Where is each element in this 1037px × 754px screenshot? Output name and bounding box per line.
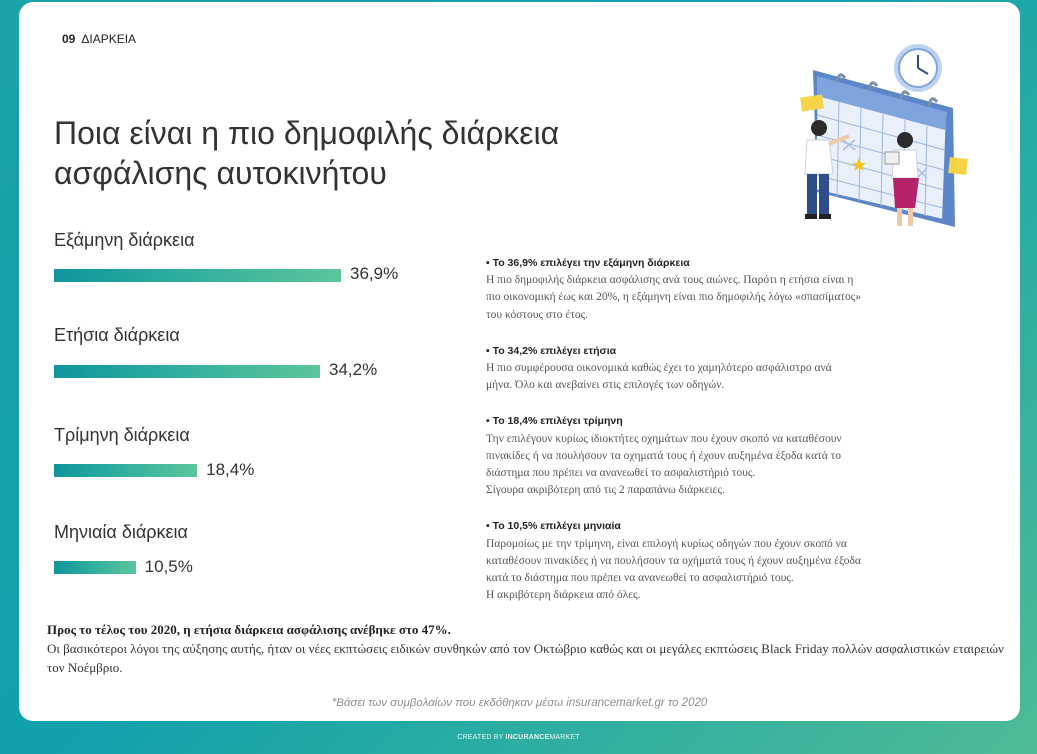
note-heading: • Το 10,5% επιλέγει μηνιαία [486, 520, 621, 533]
bar-value-annual: 34,2% [329, 360, 378, 379]
note-line: διάστημα που πρέπει να ανανεωθεί το ασφα… [486, 467, 756, 480]
calendar-header-icon [817, 76, 947, 130]
section-number: 09 [62, 32, 76, 46]
bar-label-monthly: Μηνιαία διάρκεια [54, 522, 188, 542]
title-line-1: Ποια είναι η πιο δημοφιλής διάρκεια [54, 115, 560, 151]
notes-panel: • Το 36,9% επιλέγει την εξάμηνη διάρκεια… [486, 255, 986, 623]
note-line: πιο οικονομική έως και 20%, η εξάμηνη εί… [486, 291, 862, 304]
calendar-illustration [800, 44, 968, 227]
infographic-card: 09 ΔΙΑΡΚΕΙΑ Ποια είναι η πιο δημοφιλής δι… [19, 2, 1020, 721]
credit-brand-bold: INCURANCE [505, 734, 550, 741]
note-annual: • Το 34,2% επιλέγει ετήσια Η πιο συμφέρο… [486, 343, 986, 395]
footnote: *Βάσει των συμβολαίων που εκδόθηκαν μέσω… [331, 697, 708, 709]
note-line: Σίγουρα ακριβότερη από τις 2 παραπάνω δι… [486, 484, 725, 497]
bar-label-six-month: Εξάμηνη διάρκεια [54, 230, 195, 250]
bar-value-monthly: 10,5% [144, 557, 193, 576]
note-heading: • Το 36,9% επιλέγει την εξάμηνη διάρκεια [486, 257, 690, 269]
woman-figure-icon [884, 132, 919, 226]
note-line: Την επιλέγουν κυρίως ιδιοκτήτες οχημάτων… [486, 432, 842, 445]
note-line: του κόστους στο έτος. [486, 308, 589, 321]
note-line: μήνα. Όλο και ανεβαίνει στις επιλογές τω… [486, 379, 725, 392]
note-six-month: • Το 36,9% επιλέγει την εξάμηνη διάρκεια… [486, 255, 986, 324]
note-line: Παρομοίως με την τρίμηνη, είναι επιλογή … [486, 537, 847, 550]
bar-label-annual: Ετήσια διάρκεια [54, 325, 180, 345]
note-heading: • Το 34,2% επιλέγει ετήσια [486, 344, 617, 357]
credit-brand-rest: MARKET [549, 734, 580, 741]
summary-text: Οι βασικότεροι λόγοι της αύξησης αυτής, … [47, 641, 1004, 675]
bar-value-six-month: 36,9% [350, 264, 399, 283]
note-monthly: • Το 10,5% επιλέγει μηνιαία Παρομοίως με… [486, 518, 986, 604]
summary: Προς το τέλος του 2020, η ετήσια διάρκει… [47, 620, 1007, 677]
note-three-month: • Το 18,4% επιλέγει τρίμηνη Την επιλέγου… [486, 413, 986, 499]
star-icon [852, 158, 866, 171]
section-name: ΔΙΑΡΚΕΙΑ [81, 32, 137, 46]
note-line: Η πιο δημοφιλής διάρκεια ασφάλισης ανά τ… [486, 274, 854, 287]
man-figure-icon [804, 120, 850, 219]
note-line: καταθέσουν πινακίδες ή να πουλήσουν τα ο… [486, 554, 861, 567]
sticky-note-icon [948, 157, 968, 175]
page-title: Ποια είναι η πιο δημοφιλής διάρκεια ασφά… [54, 113, 694, 193]
note-line: Η πιο συμφέρουσα οικονομικά καθώς έχει τ… [486, 362, 832, 375]
credit-prefix: CREATED BY [457, 734, 504, 741]
bar-annual [54, 365, 320, 378]
bar-three-month [54, 464, 198, 477]
note-line: πινακίδες ή να πουλήσουν τα οχηματά τους… [486, 449, 841, 462]
note-heading: • Το 18,4% επιλέγει τρίμηνη [486, 415, 623, 428]
note-line: Η ακριβότερη διάρκεια από όλες. [486, 589, 641, 602]
note-line: κατά το διάστημα που πρέπει να ανανεωθεί… [486, 572, 794, 585]
credit-line: CREATED BY INCURANCEMARKET [0, 734, 1037, 741]
bar-label-three-month: Τρίμηνη διάρκεια [54, 425, 190, 445]
summary-headline: Προς το τέλος του 2020, η ετήσια διάρκει… [47, 622, 451, 637]
sticky-note-icon [800, 94, 824, 112]
title-line-2: ασφάλισης αυτοκινήτου [54, 155, 387, 191]
bar-monthly [54, 561, 136, 574]
bar-value-three-month: 18,4% [206, 460, 255, 479]
bar-six-month [54, 269, 341, 282]
section-label: 09 ΔΙΑΡΚΕΙΑ [62, 32, 136, 46]
